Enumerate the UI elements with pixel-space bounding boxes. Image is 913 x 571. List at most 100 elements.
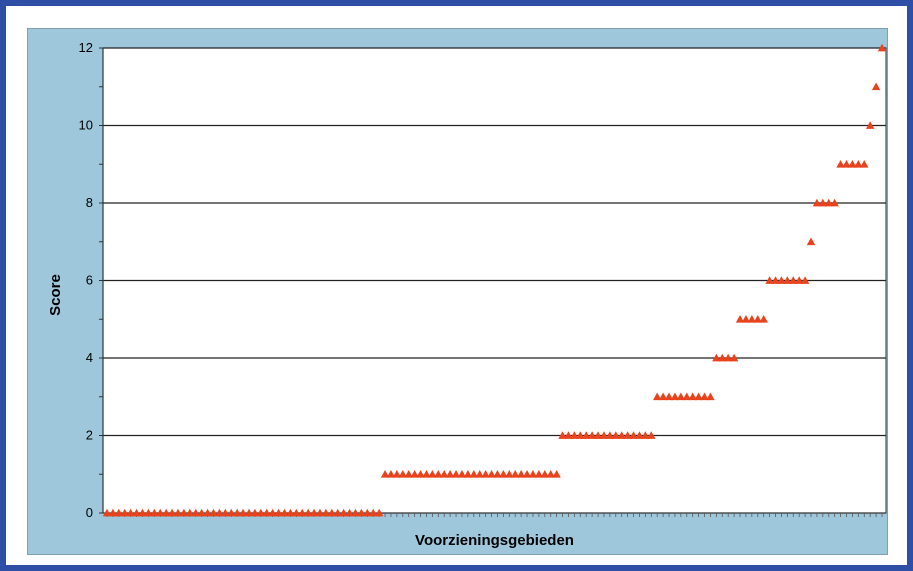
data-point xyxy=(150,508,159,517)
data-point xyxy=(221,508,230,517)
data-point xyxy=(842,160,851,168)
data-point xyxy=(274,508,283,517)
y-tick-label: 8 xyxy=(86,195,93,210)
y-tick-label: 12 xyxy=(79,40,93,55)
data-point xyxy=(138,508,147,517)
data-point xyxy=(570,431,579,439)
data-point xyxy=(463,470,473,478)
y-axis: 0 2 4 6 8 10 12 xyxy=(79,40,104,520)
data-point xyxy=(298,508,307,517)
data-point xyxy=(114,508,124,517)
data-point xyxy=(191,508,200,517)
y-tick-label: 10 xyxy=(79,118,93,133)
data-point xyxy=(102,508,112,517)
data-point xyxy=(185,508,195,517)
data-point xyxy=(605,431,615,439)
data-point xyxy=(244,508,254,517)
data-point xyxy=(280,508,289,517)
data-point xyxy=(647,431,656,439)
gridlines xyxy=(103,47,886,437)
data-point xyxy=(386,470,396,478)
data-point xyxy=(416,470,425,478)
data-point xyxy=(209,508,218,517)
data-point xyxy=(475,470,484,478)
data-point xyxy=(540,470,549,478)
x-axis-title: Voorzieningsgebieden xyxy=(415,532,574,549)
data-point xyxy=(511,470,520,478)
data-point xyxy=(351,508,360,517)
data-point xyxy=(440,470,449,478)
y-tick-label: 0 xyxy=(86,505,93,520)
data-point xyxy=(404,470,413,478)
data-point xyxy=(179,508,189,517)
data-point xyxy=(700,392,709,401)
data-point xyxy=(374,508,384,517)
data-point xyxy=(783,276,792,284)
data-point xyxy=(688,392,697,401)
data-point xyxy=(800,276,810,284)
data-point xyxy=(564,431,573,439)
data-point xyxy=(457,470,467,478)
data-point xyxy=(505,470,514,478)
data-point xyxy=(824,198,833,207)
data-point xyxy=(794,276,804,284)
data-point xyxy=(682,392,691,401)
data-point xyxy=(558,431,567,439)
data-point xyxy=(309,508,319,517)
data-point xyxy=(292,508,301,517)
data-point xyxy=(723,353,733,362)
data-point xyxy=(771,276,780,284)
data-point xyxy=(262,508,271,517)
data-point xyxy=(232,508,242,517)
data-point xyxy=(120,508,129,517)
data-point xyxy=(623,431,632,439)
data-point xyxy=(215,508,224,517)
data-point xyxy=(339,508,348,517)
data-point xyxy=(469,470,478,478)
data-point xyxy=(392,470,402,478)
data-point xyxy=(729,353,739,362)
data-point xyxy=(753,315,762,323)
data-point xyxy=(250,508,260,517)
data-point xyxy=(380,470,390,478)
data-point xyxy=(576,431,585,439)
data-point xyxy=(777,276,786,284)
data-point xyxy=(422,470,431,478)
data-point xyxy=(303,508,313,517)
data-point xyxy=(238,508,248,517)
data-point xyxy=(173,508,183,517)
data-point xyxy=(552,470,561,478)
data-point xyxy=(428,470,437,478)
data-point xyxy=(256,508,266,517)
data-point xyxy=(812,198,822,207)
data-points xyxy=(102,43,887,517)
data-point xyxy=(410,470,419,478)
data-point xyxy=(836,160,845,168)
data-point xyxy=(860,160,869,168)
data-point xyxy=(357,508,366,517)
data-point xyxy=(487,470,496,478)
data-point xyxy=(611,431,620,439)
data-point xyxy=(499,470,508,478)
data-point xyxy=(865,121,875,129)
data-point xyxy=(871,82,881,91)
data-point xyxy=(759,315,768,323)
data-point xyxy=(286,508,295,517)
data-point xyxy=(641,431,650,439)
y-axis-title: Score xyxy=(47,274,64,316)
data-point xyxy=(327,508,337,517)
data-point xyxy=(197,508,206,517)
data-point xyxy=(268,508,277,517)
data-point xyxy=(694,392,703,401)
data-point xyxy=(830,198,839,207)
data-point xyxy=(765,276,774,284)
data-point xyxy=(718,353,727,362)
data-point xyxy=(617,431,626,439)
data-point xyxy=(854,160,863,168)
data-point xyxy=(126,508,135,517)
data-point xyxy=(629,431,638,439)
data-point xyxy=(167,508,177,517)
data-point xyxy=(161,508,171,517)
y-tick-label: 4 xyxy=(86,350,93,365)
